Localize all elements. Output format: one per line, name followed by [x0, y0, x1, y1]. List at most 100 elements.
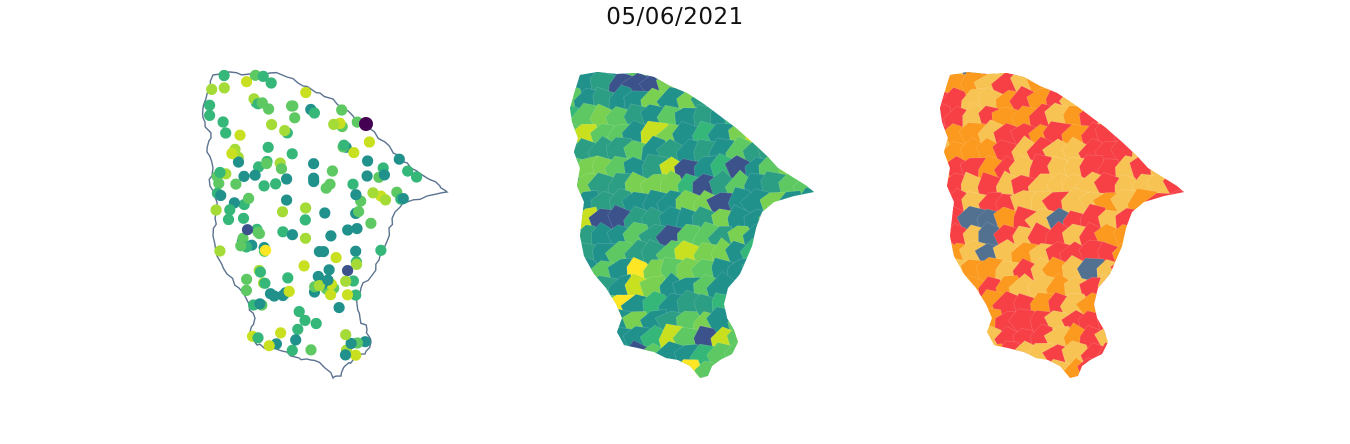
station-point — [298, 260, 310, 272]
municipality-cell — [710, 378, 738, 380]
station-point — [241, 273, 253, 285]
station-point — [299, 232, 312, 244]
station-point — [237, 212, 250, 224]
municipality-cell — [1182, 327, 1184, 357]
municipality-cell — [1166, 361, 1184, 378]
municipality-cell — [791, 342, 814, 371]
municipality-cell — [776, 358, 808, 378]
municipality-cell — [758, 257, 789, 287]
municipality-cell — [1062, 72, 1090, 98]
municipality-cell — [1180, 188, 1184, 220]
municipality-cell — [760, 343, 791, 375]
station-point — [326, 165, 338, 177]
municipality-cell — [745, 323, 773, 358]
municipality-cell — [729, 375, 755, 378]
municipality-cell — [1128, 86, 1163, 117]
municipality-cell — [709, 72, 738, 102]
municipality-cell — [570, 221, 584, 253]
municipality-cell — [745, 273, 776, 303]
municipality-cell — [570, 307, 586, 337]
municipality-cell — [1112, 294, 1145, 322]
municipality-cell — [589, 310, 623, 338]
municipality-cell — [779, 121, 809, 155]
municipality-cell — [940, 206, 952, 236]
municipality-cell — [1113, 324, 1143, 355]
municipality-cell — [1165, 305, 1184, 337]
station-point — [249, 169, 261, 181]
municipality-cell — [791, 137, 814, 171]
station-point — [262, 141, 274, 153]
municipality-cell — [793, 105, 814, 134]
municipality-cell — [589, 324, 622, 358]
municipality-cell — [774, 291, 806, 321]
municipality-cell — [942, 308, 972, 342]
municipality-cell — [625, 378, 652, 380]
municipality-cell — [940, 290, 955, 322]
municipality-cell — [757, 360, 787, 378]
municipality-cell — [795, 307, 814, 337]
station-point — [261, 157, 273, 170]
municipality-cell — [760, 120, 788, 153]
station-point — [300, 202, 312, 214]
station-point — [402, 165, 414, 177]
municipality-cell — [795, 238, 814, 270]
municipality-cell — [759, 87, 789, 117]
municipality-cell — [795, 121, 814, 150]
station-point — [263, 340, 275, 352]
municipality-cell — [809, 359, 814, 378]
station-point — [214, 245, 226, 257]
municipality-cell — [1162, 259, 1184, 286]
municipality-cell — [962, 358, 989, 378]
municipality-cell — [1177, 259, 1184, 288]
municipality-cell — [758, 294, 787, 323]
municipality-cell — [1181, 72, 1184, 83]
station-point — [308, 107, 320, 119]
station-point — [367, 187, 379, 199]
station-point — [286, 229, 298, 241]
municipality-cell — [570, 292, 588, 322]
municipality-cell — [689, 376, 721, 378]
municipality-cell — [810, 157, 814, 187]
municipality-cell — [1081, 379, 1108, 380]
station-point — [393, 153, 405, 165]
station-point — [275, 163, 288, 175]
municipality-cell — [1144, 206, 1178, 239]
station-point — [281, 194, 293, 206]
municipality-cell — [793, 222, 814, 255]
municipality-cell — [1147, 139, 1176, 167]
station-point — [254, 266, 266, 278]
classified-municipality-canvas — [940, 72, 1184, 380]
station-point — [361, 170, 373, 182]
municipality-cell — [1110, 259, 1142, 287]
municipality-cell — [774, 326, 805, 358]
municipality-cell — [1093, 292, 1126, 325]
municipality-cell — [1161, 72, 1184, 81]
municipality-cell — [1145, 88, 1174, 114]
municipality-cell — [809, 89, 814, 120]
municipality-cell — [741, 377, 771, 378]
station-point — [339, 349, 352, 361]
municipality-cell — [940, 326, 971, 356]
municipality-cell — [1025, 363, 1057, 378]
municipality-cell — [1164, 106, 1184, 138]
station-point — [362, 155, 374, 167]
municipality-cells-layer — [570, 72, 814, 380]
station-point — [342, 265, 354, 277]
municipality-cell — [1177, 307, 1184, 340]
station-point — [305, 344, 317, 356]
municipality-cell — [1144, 358, 1178, 378]
municipality-cell — [807, 205, 814, 238]
municipality-cell — [1131, 208, 1158, 240]
municipality-cell — [1080, 85, 1112, 117]
municipality-cell — [691, 72, 724, 99]
municipality-cell — [810, 324, 814, 357]
municipality-cell — [1128, 221, 1158, 255]
municipality-cell — [570, 258, 583, 290]
figure-title: 05/06/2021 — [606, 4, 744, 30]
station-point — [204, 99, 216, 111]
municipality-cell — [1144, 374, 1180, 378]
municipality-cell — [573, 377, 602, 378]
municipality-cell — [745, 311, 772, 338]
municipality-cell — [1129, 357, 1162, 378]
municipality-cell — [1178, 205, 1184, 236]
